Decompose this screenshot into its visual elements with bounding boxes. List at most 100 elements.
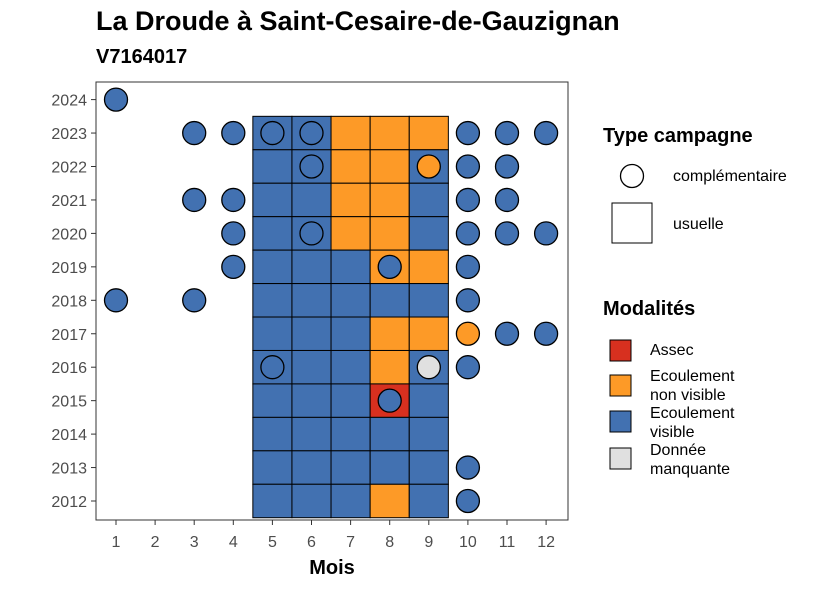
point-complementaire [377, 254, 402, 280]
point-complementaire [494, 321, 520, 346]
chart-title: La Droude à Saint-Cesaire-de-Gauzignan [96, 6, 620, 36]
point-complementaire [494, 154, 520, 179]
y-tick-label: 2018 [51, 293, 87, 310]
legend-label-visible: Ecoulement visible [650, 405, 735, 441]
legend-title-type: Type campagne [603, 125, 753, 147]
x-tick-label: 1 [112, 534, 121, 551]
legend-label-manquante: Donnée manquante [650, 442, 731, 478]
x-tick-label: 4 [229, 534, 238, 551]
tile-usuelle [408, 283, 449, 318]
tile-usuelle [330, 182, 371, 218]
x-tick-label: 5 [268, 534, 277, 551]
y-tick-label: 2014 [51, 427, 87, 444]
x-tick-label: 10 [459, 534, 477, 551]
point-complementaire [260, 120, 285, 146]
y-tick-label: 2021 [51, 193, 87, 210]
point-complementaire [221, 120, 246, 146]
plot-panel-border [95, 81, 569, 521]
y-tick-label: 2022 [51, 160, 87, 177]
tile-usuelle [291, 450, 332, 485]
tile-usuelle [252, 182, 293, 218]
legend-title-modalites: Modalités [603, 298, 696, 320]
legend-key-visible [609, 410, 632, 433]
tile-usuelle [408, 450, 449, 485]
legend-key-complementaire [619, 163, 645, 189]
x-tick-label: 3 [190, 534, 199, 551]
tile-usuelle [252, 483, 293, 519]
point-complementaire [494, 221, 520, 246]
x-tick-label: 9 [424, 534, 433, 551]
legend-label-non-visible: Ecoulement non visible [650, 368, 735, 404]
point-complementaire [416, 154, 441, 179]
x-tick-label: 12 [537, 534, 555, 551]
tile-usuelle [252, 450, 293, 485]
tile-usuelle [369, 416, 410, 452]
tile-usuelle [408, 483, 449, 519]
tile-usuelle [369, 149, 410, 184]
point-complementaire [103, 87, 129, 112]
tile-usuelle [291, 283, 332, 318]
tile-usuelle [330, 450, 371, 485]
tile-usuelle [330, 249, 371, 285]
point-complementaire [455, 120, 481, 146]
tile-usuelle [330, 483, 371, 519]
y-tick-label: 2017 [51, 327, 87, 344]
tile-usuelle [408, 383, 449, 418]
point-complementaire [455, 254, 481, 280]
tile-usuelle [252, 249, 293, 285]
y-tick-label: 2019 [51, 260, 87, 277]
tile-usuelle [369, 349, 410, 385]
tile-usuelle [408, 249, 449, 285]
tile-usuelle [252, 283, 293, 318]
tile-usuelle [330, 416, 371, 452]
tile-usuelle [252, 416, 293, 452]
point-complementaire [416, 355, 441, 380]
tile-usuelle [330, 149, 371, 184]
point-complementaire [455, 355, 481, 380]
point-complementaire [182, 288, 207, 313]
tile-usuelle [291, 483, 332, 519]
point-complementaire [182, 187, 207, 213]
point-complementaire [221, 221, 246, 246]
y-tick-label: 2016 [51, 360, 87, 377]
tile-usuelle [291, 416, 332, 452]
point-complementaire [103, 288, 129, 313]
point-complementaire [377, 388, 402, 413]
point-complementaire [455, 154, 481, 179]
point-complementaire [494, 187, 520, 213]
tile-usuelle [252, 316, 293, 351]
point-complementaire [299, 154, 324, 179]
point-complementaire [455, 187, 481, 213]
y-tick-label: 2013 [51, 461, 87, 478]
y-tick-label: 2023 [51, 126, 87, 143]
tile-usuelle [291, 182, 332, 218]
point-complementaire [260, 355, 285, 380]
tile-usuelle [291, 383, 332, 418]
tile-usuelle [369, 283, 410, 318]
tile-usuelle [369, 182, 410, 218]
tile-usuelle [330, 316, 371, 351]
legend-key-assec [609, 339, 632, 362]
point-complementaire [455, 221, 481, 246]
tile-usuelle [369, 450, 410, 485]
tile-usuelle [330, 349, 371, 385]
point-complementaire [455, 321, 481, 346]
y-tick-label: 2015 [51, 394, 87, 411]
tile-usuelle [408, 316, 449, 351]
x-tick-label: 2 [151, 534, 160, 551]
tile-usuelle [408, 416, 449, 452]
legend-key-non-visible [609, 374, 632, 397]
tile-usuelle [408, 115, 449, 151]
tile-usuelle [330, 283, 371, 318]
tile-usuelle [369, 483, 410, 519]
legend-label-usuelle: usuelle [673, 216, 724, 233]
y-tick-label: 2020 [51, 226, 87, 243]
legend-key-usuelle [611, 202, 653, 244]
x-tick-label: 7 [346, 534, 355, 551]
legend-label-complementaire: complémentaire [673, 168, 787, 185]
tile-usuelle [330, 115, 371, 151]
point-complementaire [182, 120, 207, 146]
tile-usuelle [330, 383, 371, 418]
x-tick-label: 6 [307, 534, 316, 551]
